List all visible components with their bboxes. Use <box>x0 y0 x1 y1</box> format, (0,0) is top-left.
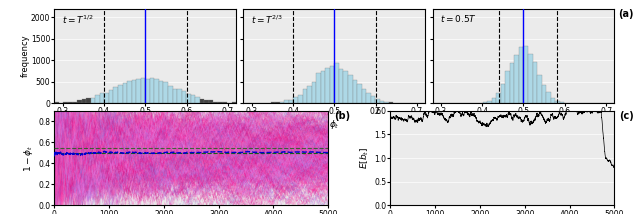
Bar <box>100 93 104 103</box>
Bar <box>325 68 330 103</box>
Text: $t = 0.5T$: $t = 0.5T$ <box>440 13 477 24</box>
Bar <box>127 81 132 103</box>
Bar <box>330 67 334 103</box>
Bar <box>95 95 100 103</box>
Text: (a): (a) <box>618 9 634 19</box>
Bar <box>159 81 163 103</box>
Bar <box>385 101 389 103</box>
Text: (c): (c) <box>619 111 634 121</box>
Bar <box>541 85 546 103</box>
Bar <box>82 99 86 103</box>
Bar <box>141 78 145 103</box>
Bar <box>113 86 118 103</box>
Bar <box>54 102 59 103</box>
Bar <box>380 101 385 103</box>
Bar <box>546 92 551 103</box>
Y-axis label: frequency: frequency <box>20 35 29 77</box>
Bar <box>532 62 537 103</box>
Text: $t = T^{1/2}$: $t = T^{1/2}$ <box>61 13 93 26</box>
Bar <box>500 84 506 103</box>
Bar <box>132 80 136 103</box>
Bar <box>200 99 204 103</box>
Bar <box>334 64 339 103</box>
Bar <box>483 102 487 103</box>
Bar <box>528 54 532 103</box>
Bar <box>519 47 524 103</box>
Bar <box>191 95 195 103</box>
Bar <box>496 93 500 103</box>
Bar <box>177 89 182 103</box>
Bar <box>487 101 492 103</box>
Bar <box>118 85 123 103</box>
Bar <box>77 100 82 103</box>
Bar <box>214 102 218 103</box>
Bar <box>294 97 298 103</box>
Bar <box>109 90 113 103</box>
Bar <box>298 95 303 103</box>
Bar <box>515 55 519 103</box>
Bar <box>173 89 177 103</box>
Bar <box>492 98 496 103</box>
Bar <box>389 102 394 103</box>
Bar <box>168 86 173 103</box>
Bar <box>371 96 375 103</box>
X-axis label: $\phi_t$: $\phi_t$ <box>518 118 529 131</box>
Bar <box>145 79 150 103</box>
Bar <box>353 80 357 103</box>
Y-axis label: $E[b_t]$: $E[b_t]$ <box>359 147 371 169</box>
Bar <box>362 89 366 103</box>
Bar <box>150 79 154 103</box>
Bar <box>209 100 214 103</box>
Bar <box>218 102 223 103</box>
Bar <box>348 75 353 103</box>
Bar <box>232 102 236 103</box>
Bar <box>289 100 294 103</box>
Bar <box>375 99 380 103</box>
Bar <box>537 75 541 103</box>
Bar <box>204 100 209 103</box>
Text: $t = T^{2/3}$: $t = T^{2/3}$ <box>251 13 283 26</box>
Bar <box>510 63 515 103</box>
Bar <box>524 46 528 103</box>
Bar <box>321 71 325 103</box>
Text: (b): (b) <box>333 111 350 121</box>
Bar <box>303 89 307 103</box>
Bar <box>91 98 95 103</box>
Bar <box>195 97 200 103</box>
Y-axis label: $1 - \phi_t$: $1 - \phi_t$ <box>22 144 35 172</box>
Bar <box>556 101 560 103</box>
Bar <box>136 79 141 103</box>
Bar <box>63 102 68 103</box>
Bar <box>275 102 280 103</box>
Bar <box>123 83 127 103</box>
Bar <box>316 73 321 103</box>
Bar <box>339 69 344 103</box>
Bar <box>312 82 316 103</box>
Bar <box>307 86 312 103</box>
Bar <box>284 100 289 103</box>
X-axis label: $\phi_t$: $\phi_t$ <box>329 118 340 131</box>
Bar <box>104 93 109 103</box>
Bar <box>551 98 556 103</box>
Bar <box>154 79 159 103</box>
Bar <box>68 102 72 103</box>
Bar <box>163 82 168 103</box>
Bar <box>86 98 91 103</box>
Bar <box>186 94 191 103</box>
Bar <box>506 71 510 103</box>
Bar <box>344 71 348 103</box>
Bar <box>72 102 77 103</box>
Bar <box>182 91 186 103</box>
X-axis label: $\phi_t$: $\phi_t$ <box>140 118 150 131</box>
Bar <box>280 101 284 103</box>
Bar <box>223 102 227 103</box>
Bar <box>357 84 362 103</box>
Bar <box>366 93 371 103</box>
